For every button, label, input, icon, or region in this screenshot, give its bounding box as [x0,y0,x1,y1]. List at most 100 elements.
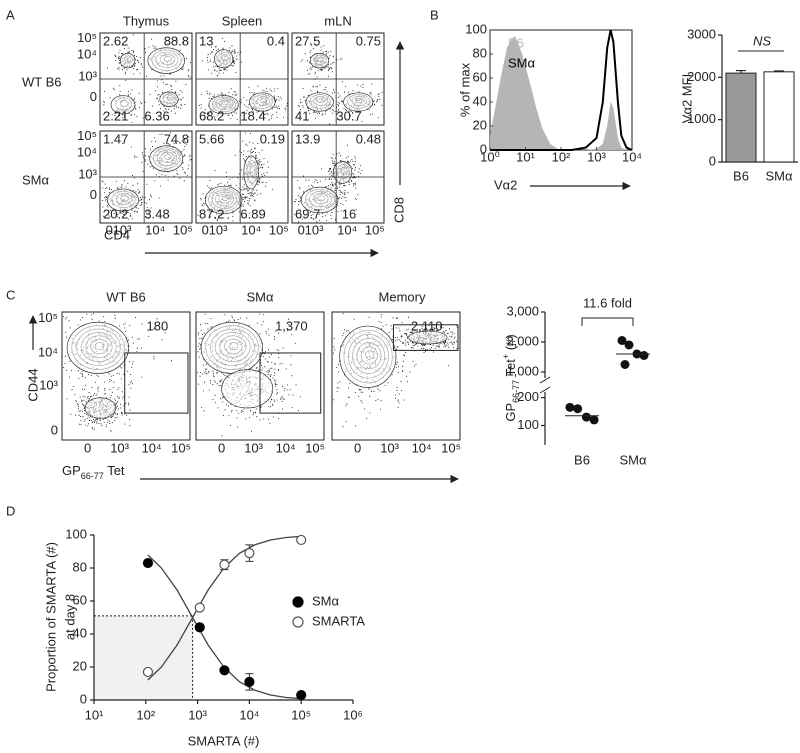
x-tick-label: 10⁴ [276,440,296,455]
point [296,689,307,701]
gate [259,352,322,414]
point [244,548,255,559]
error-bar [774,70,784,72]
flow-contour [107,188,139,212]
point [581,412,591,422]
x-tick-label: 10³ [188,707,207,722]
x-tick-label: B6 [733,168,749,183]
gate [124,352,189,414]
y-axis-label: at day 8 [62,594,77,640]
x-tick-label: 0 [84,440,91,455]
quadrant-value: 13 [199,33,213,48]
x-axis-label-part: 66-77 [81,471,104,481]
x-tick-label: 0 [298,222,305,237]
column-title: mLN [324,13,351,28]
flow-contour [214,49,234,69]
y-axis-label: CD8 [391,197,406,223]
panel-label: A [6,7,15,22]
axis-break [539,386,551,394]
column-title: Thymus [123,13,170,28]
y-tick-label: 0 [80,691,87,706]
quadrant-value: 27.5 [295,33,320,48]
point [589,415,599,425]
annotation: 11.6 fold [583,295,632,310]
x-tick-label: 10³ [110,440,129,455]
x-tick-label: 10⁴ [337,222,357,237]
flow-contour [159,91,179,107]
flow-contour [249,92,276,112]
x-tick-label: 0 [354,440,361,455]
y-tick-label: 100 [465,21,487,36]
quadrant-value: 6.89 [240,206,265,221]
y-tick-label: 2,000 [506,333,539,348]
quadrant-value: 2.62 [103,33,128,48]
quadrant-value: 2.21 [103,108,128,123]
point [142,557,154,569]
column-title: Spleen [222,13,262,28]
y-tick-label: 10³ [78,167,97,182]
y-tick-label: 80 [473,45,487,60]
gate [392,324,459,351]
quadrant-value: 88.8 [164,33,189,48]
y-axis-label: Vα2 MFI [679,74,694,123]
legend-marker [292,596,304,608]
annotation: NS [753,33,771,48]
y-tick-label: 10⁵ [77,30,97,45]
quadrant-value: 69.7 [295,206,320,221]
x-tick-label: 10⁵ [291,707,311,722]
x-tick-label: SMα [765,168,793,183]
error-bar [736,69,746,74]
x-tick-label: 10⁶ [343,707,363,722]
legend-label: SMARTA [312,613,365,628]
bar [763,71,795,163]
x-tick-label: 10³ [380,440,399,455]
panel-label: D [6,503,15,518]
point [142,666,154,678]
quadrant-value: 0.4 [267,33,285,48]
quadrant-value: 0.75 [356,33,381,48]
point [194,622,205,633]
x-tick-label: 10⁴ [241,222,261,237]
y-tick-label: 1,000 [506,363,539,378]
flow-contour [221,369,274,409]
flow-contour [243,155,259,190]
y-tick-label: 20 [73,658,87,673]
point [617,336,627,345]
quadrant-value: 41 [295,108,309,123]
legend-label: SMα [508,55,536,70]
legend-marker [292,616,304,628]
flow-contour [200,321,263,374]
quadrant-value: 0.48 [356,131,381,146]
quadrant-value: 13.9 [295,131,320,146]
y-axis-label: % of max [457,62,472,117]
flow-events [298,43,383,125]
y-tick-label: 40 [73,625,87,640]
flow-contour [147,47,185,74]
x-tick-label: 10³ [587,149,606,164]
y-tick-label: 0 [90,187,97,202]
histogram-area [490,36,632,150]
quadrant-value: 3.48 [144,206,169,221]
quadrant-value: 5.66 [199,131,224,146]
x-tick-label: 10¹ [85,707,104,722]
flow-contour [149,145,184,172]
flow-contour [204,185,243,215]
quadrant-value: 0.19 [260,131,285,146]
y-tick-label: 0 [709,153,716,168]
panel-label: B [430,7,439,22]
point [620,360,630,369]
x-tick-label: 10⁴ [412,440,432,455]
y-tick-label: 40 [473,93,487,108]
y-tick-label: 10⁴ [77,145,97,160]
x-tick-label: B6 [574,452,590,467]
x-tick-label: 10⁵ [171,440,191,455]
point [639,351,649,360]
legend-label: B6 [508,35,524,50]
column-title: WT B6 [106,289,146,304]
flow-contour [66,321,129,374]
y-tick-label: 100 [65,526,87,541]
quadrant-value: 68.2 [199,108,224,123]
column-title: SMα [246,289,274,304]
quadrant-value: 1.47 [103,131,128,146]
gate-count: 2,110 [411,318,443,333]
